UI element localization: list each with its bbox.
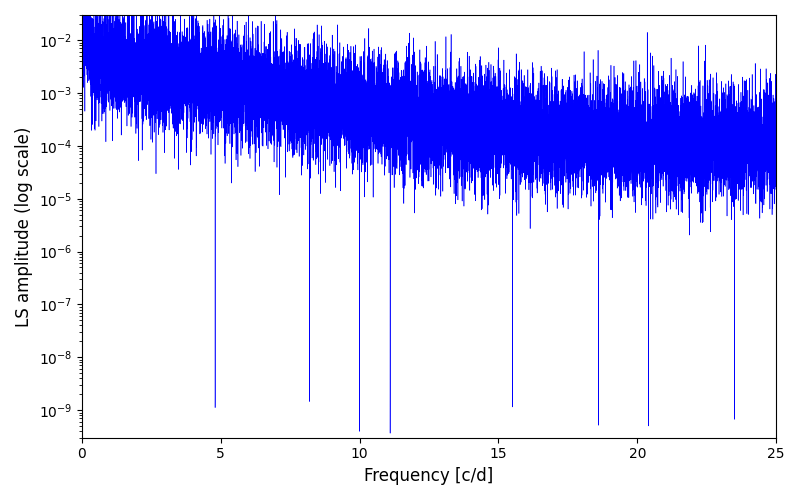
Y-axis label: LS amplitude (log scale): LS amplitude (log scale)	[15, 126, 33, 326]
X-axis label: Frequency [c/d]: Frequency [c/d]	[364, 467, 494, 485]
